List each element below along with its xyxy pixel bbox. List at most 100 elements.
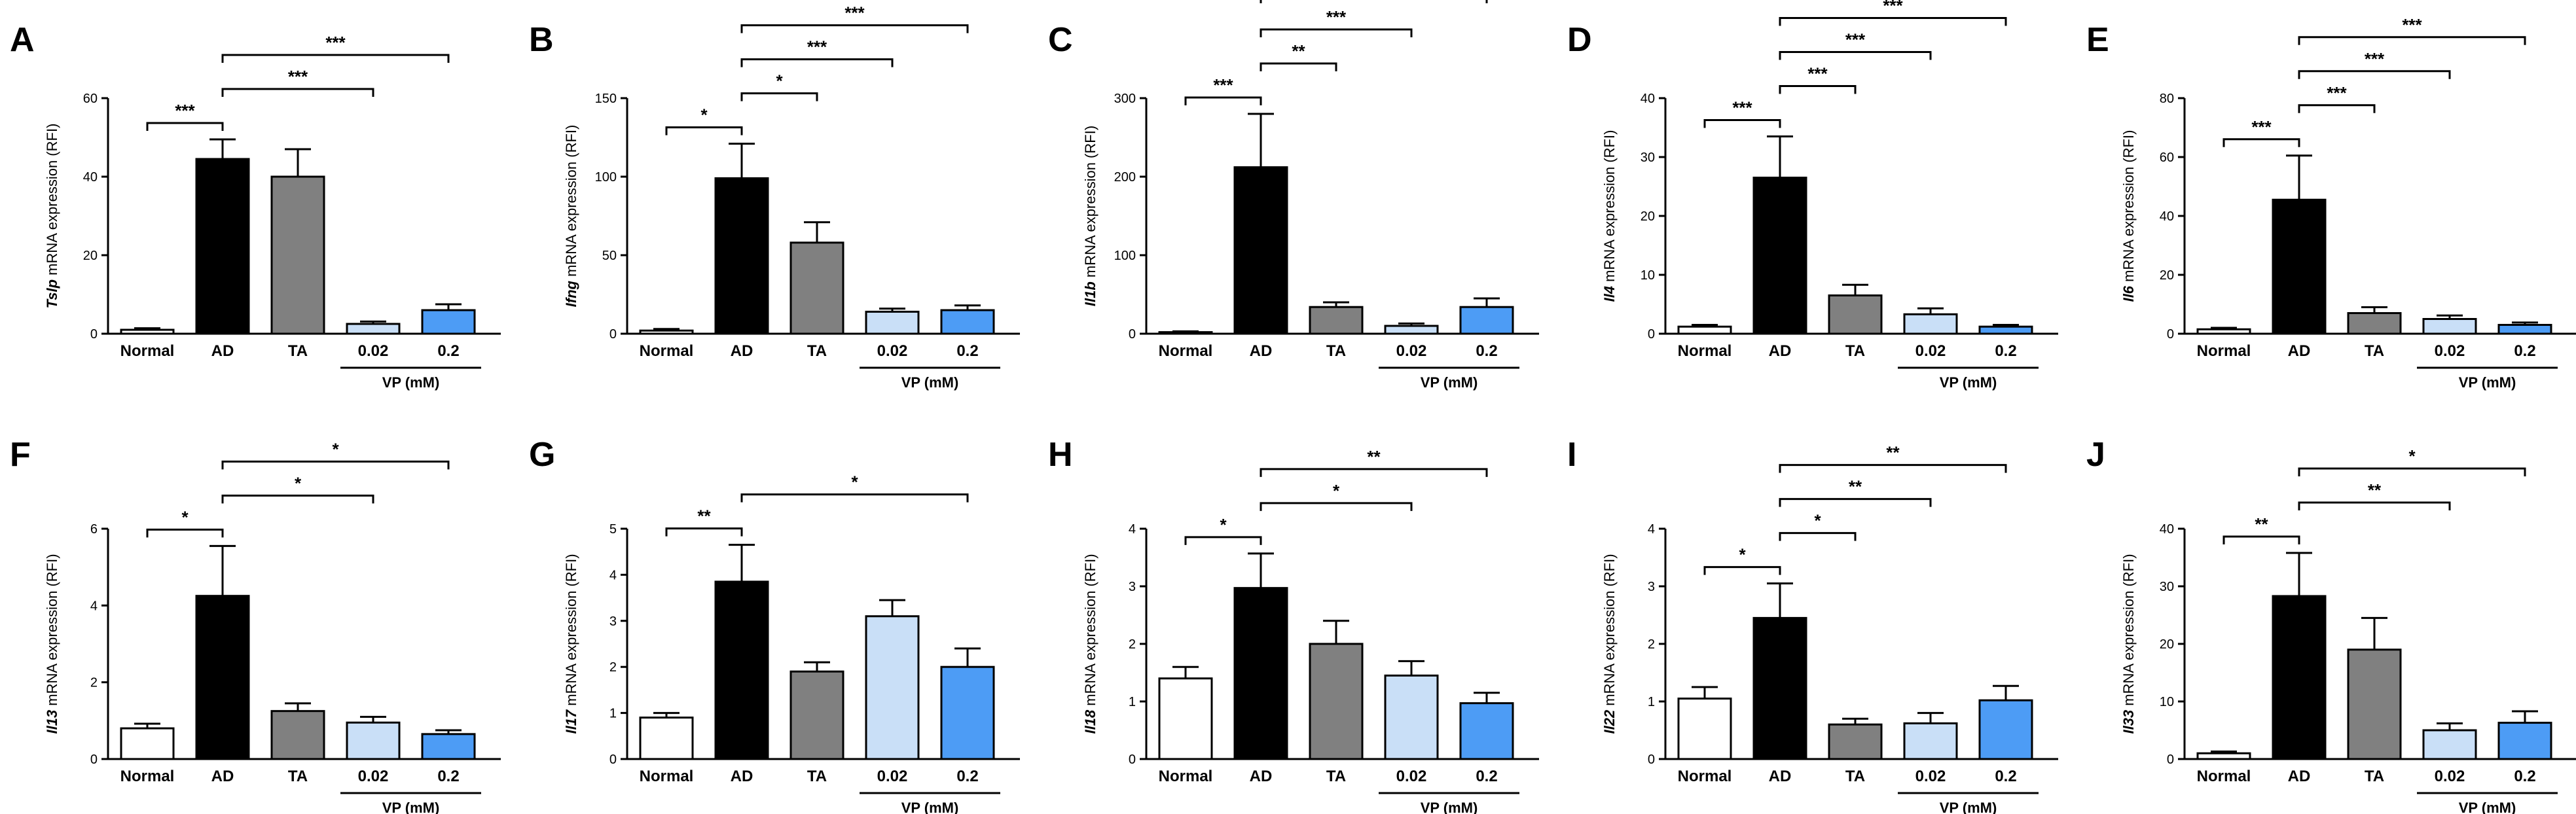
group-label: VP (mM)	[2459, 374, 2516, 391]
y-axis-label: Il4 mRNA expression (RFI)	[1601, 130, 1618, 302]
significance-bracket	[740, 493, 969, 503]
y-axis-label-suffix: mRNA expression (RFI)	[2120, 130, 2137, 286]
bar-0_02	[1903, 313, 1958, 335]
x-tick-label: Normal	[120, 342, 175, 360]
bar-0_02	[1384, 674, 1439, 760]
x-tick-label: 0.2	[2514, 768, 2535, 785]
y-tick-label: 0	[1129, 327, 1136, 342]
y-tick-label: 100	[1114, 249, 1136, 263]
bar-0_2	[1978, 325, 2033, 335]
significance-label: ***	[1213, 75, 1233, 95]
group-label: VP (mM)	[1421, 374, 1478, 391]
significance-bracket	[1260, 468, 1488, 477]
y-tick-label: 40	[1641, 92, 1655, 106]
panel-label: B	[529, 21, 554, 59]
y-tick-label: 4	[1129, 522, 1136, 537]
group-label: VP (mM)	[382, 374, 440, 391]
chart-panel-e: E 0 20 40 60 80 Il6 mRNA expression (RFI) Norma…	[2086, 15, 2576, 391]
x-tick-label: AD	[2288, 342, 2311, 360]
bar-0_2	[2497, 722, 2552, 760]
significance-label: ***	[844, 3, 865, 23]
bar-0_2	[1978, 699, 2033, 760]
y-axis-label: Il22 mRNA expression (RFI)	[1601, 554, 1618, 734]
y-tick-label: 10	[2160, 695, 2174, 709]
bar-0_02	[1384, 325, 1439, 335]
x-tick-label: Normal	[120, 768, 175, 785]
significance-bracket	[740, 24, 969, 33]
x-tick-label: 0.02	[2435, 768, 2465, 785]
y-tick-label: 1	[1648, 695, 1655, 709]
significance-label: ***	[288, 67, 308, 86]
panel-label: C	[1048, 21, 1073, 59]
bar-normal	[1677, 325, 1732, 335]
group-label: VP (mM)	[901, 374, 959, 391]
significance-label: **	[1886, 443, 1900, 463]
significance-label: *	[1220, 515, 1227, 535]
significance-label: ***	[325, 33, 346, 52]
significance-label: *	[181, 507, 189, 527]
y-tick-label: 20	[2160, 637, 2174, 652]
bar-0_02	[346, 721, 401, 760]
significance-label: **	[1292, 41, 1305, 61]
panel-label: I	[1567, 436, 1576, 474]
y-tick-label: 0	[609, 327, 617, 342]
significance-bracket	[740, 92, 818, 101]
chart-panel-b: B 0 50 100 150 Ifng mRNA expression (RFI) Norm…	[529, 3, 1020, 391]
chart-panel-d: D 0 10 20 30 40 Il4 mRNA expression (RFI) Norma…	[1567, 0, 2058, 391]
y-axis-label: Il1b mRNA expression (RFI)	[1082, 126, 1098, 306]
significance-bracket	[146, 528, 224, 538]
x-tick-label: 0.2	[437, 768, 459, 785]
y-tick-label: 0	[2167, 752, 2174, 767]
significance-label: *	[2408, 446, 2416, 466]
bar-normal	[2196, 328, 2251, 335]
y-axis-label-gene: Il6	[2120, 285, 2137, 302]
x-tick-label: AD	[211, 768, 234, 785]
y-tick-label: 2	[1129, 637, 1136, 652]
y-axis-label: Ifng mRNA expression (RFI)	[563, 125, 579, 308]
bar-ta	[270, 175, 325, 335]
significance-bracket	[2222, 535, 2300, 544]
y-tick-label: 10	[1641, 268, 1655, 283]
y-tick-label: 0	[90, 752, 98, 767]
bar-ta	[1309, 643, 1364, 760]
significance-label: *	[700, 105, 708, 125]
significance-label: *	[1814, 511, 1821, 531]
y-tick-label: 2	[1648, 637, 1655, 652]
y-tick-label: 0	[1648, 752, 1655, 767]
bar-0_2	[2497, 324, 2552, 335]
y-tick-label: 0	[1129, 752, 1136, 767]
x-tick-label: 0.2	[437, 342, 459, 360]
bar-normal	[120, 727, 175, 760]
y-axis-label-gene: Il33	[2120, 710, 2137, 734]
x-tick-label: 0.2	[956, 342, 978, 360]
y-tick-label: 0	[2167, 327, 2174, 342]
significance-label: ***	[1883, 0, 1903, 16]
significance-label: **	[2368, 480, 2382, 500]
significance-label: ***	[1732, 98, 1752, 118]
x-tick-label: AD	[1250, 342, 1273, 360]
x-tick-label: AD	[731, 768, 753, 785]
y-axis-label: Il33 mRNA expression (RFI)	[2120, 554, 2137, 734]
significance-bracket	[665, 126, 743, 135]
y-tick-label: 30	[2160, 580, 2174, 594]
bar-0_2	[1459, 702, 1514, 760]
bar-0_2	[940, 309, 995, 335]
bar-ta	[1309, 306, 1364, 335]
x-tick-label: 0.02	[358, 768, 389, 785]
significance-bracket	[1260, 502, 1413, 511]
bar-ta	[2347, 648, 2402, 760]
significance-bracket	[1779, 85, 1857, 94]
panel-label: F	[10, 436, 31, 474]
x-tick-label: 0.02	[1396, 768, 1427, 785]
significance-bracket	[221, 460, 450, 470]
y-tick-label: 150	[595, 92, 617, 106]
significance-bracket	[2298, 70, 2451, 79]
y-axis-label-gene: Il17	[563, 709, 579, 734]
chart-panel-c: C 0 100 200 300 Il1b mRNA expression (RFI) Nor…	[1048, 0, 1539, 391]
y-axis-label-suffix: mRNA expression (RFI)	[563, 554, 579, 709]
y-tick-label: 20	[83, 249, 98, 263]
significance-bracket	[2298, 36, 2526, 45]
bar-normal	[1158, 331, 1213, 335]
x-tick-label: 0.02	[1915, 768, 1946, 785]
significance-bracket	[665, 527, 743, 537]
